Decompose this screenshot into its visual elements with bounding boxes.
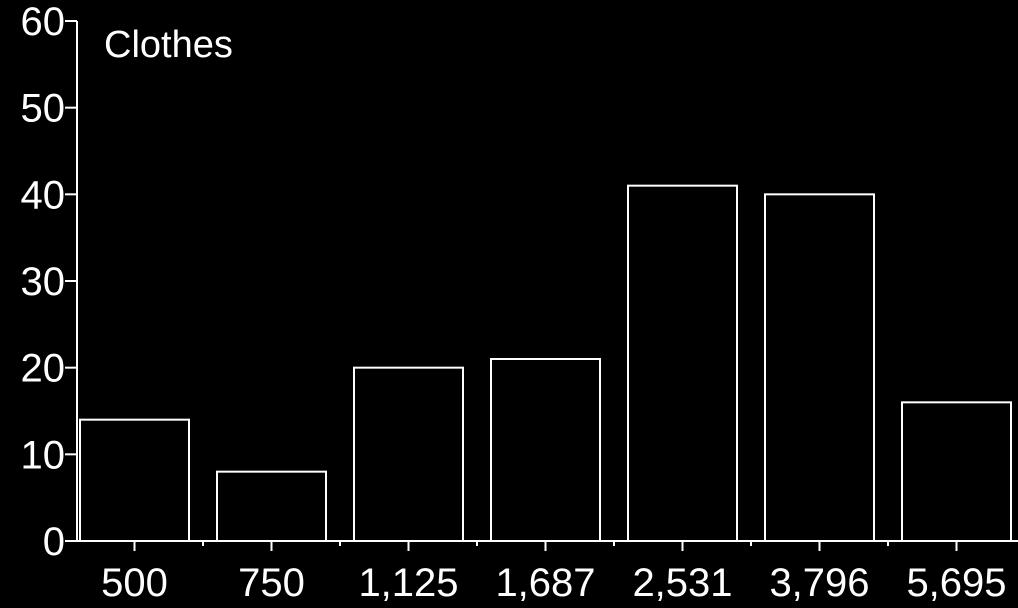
x-tick-label: 3,796 — [769, 561, 869, 605]
bar — [353, 366, 464, 542]
bar — [764, 193, 875, 542]
x-tick-label: 1,687 — [495, 561, 595, 605]
x-tick-label: 750 — [238, 561, 305, 605]
bar — [490, 358, 601, 542]
y-tick-label: 50 — [21, 87, 66, 131]
x-tick-label: 2,531 — [632, 561, 732, 605]
bar — [901, 401, 1012, 543]
bar — [216, 470, 327, 542]
y-tick-label: 10 — [21, 433, 66, 477]
chart-title: Clothes — [104, 24, 233, 66]
y-tick-label: 20 — [21, 347, 66, 391]
bar — [79, 418, 190, 542]
tick-labels: 0 10 20 30 40 50 60 500 750 1,125 1,687 2,531 3,796 5… — [21, 0, 1007, 605]
y-tick-label: 30 — [21, 260, 66, 304]
y-tick-label: 0 — [43, 520, 65, 564]
x-tick-label: 1,125 — [358, 561, 458, 605]
axes — [65, 20, 1018, 551]
y-tick-label: 60 — [21, 0, 66, 44]
bars — [79, 184, 1012, 543]
y-tick-label: 40 — [21, 173, 66, 217]
x-tick-label: 5,695 — [906, 561, 1006, 605]
bar — [627, 184, 738, 543]
x-tick-label: 500 — [101, 561, 168, 605]
